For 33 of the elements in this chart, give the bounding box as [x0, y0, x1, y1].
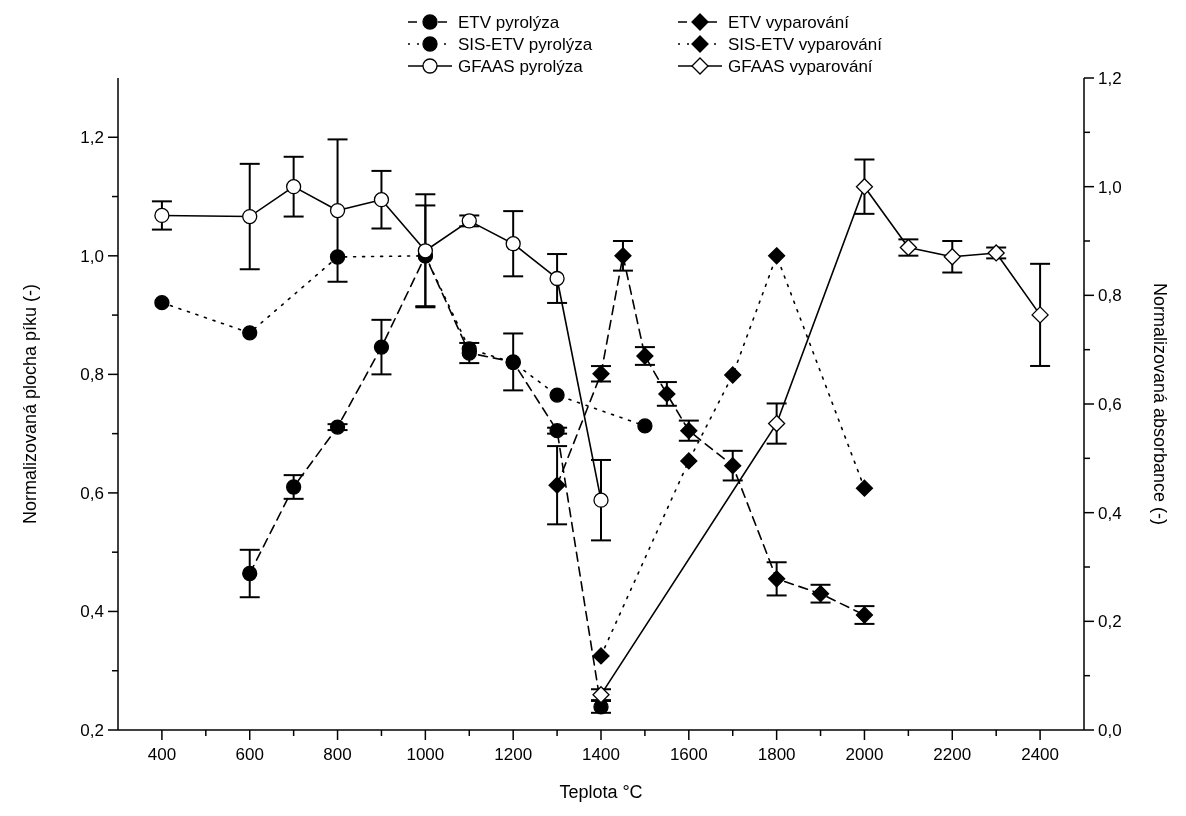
y2-axis-title: Normalizovaná absorbance (-) — [1150, 282, 1170, 526]
y2-tick-label: 0,6 — [1098, 395, 1122, 414]
y2-tick-label: 0,8 — [1098, 286, 1122, 306]
y-axis-title: Normalizovaná plocha píku (-) — [20, 283, 40, 525]
y-tick-label: 1,2 — [80, 128, 104, 148]
x-tick-label: 2400 — [1021, 745, 1060, 764]
legend-label: ETV vyparování — [728, 13, 850, 32]
y2-tick-label: 0,4 — [1098, 503, 1122, 523]
y2-tick-label: 1,0 — [1098, 177, 1122, 197]
x-tick-label: 800 — [323, 745, 352, 764]
x-tick-label: 1000 — [406, 745, 445, 764]
x-tick-label: 2000 — [845, 745, 884, 764]
x-tick-label: 1400 — [582, 745, 620, 764]
legend-label: ETV pyrolýza — [458, 13, 560, 32]
x-tick-label: 2200 — [933, 745, 972, 764]
y-tick-label: 1,0 — [80, 246, 104, 266]
x-tick-label: 1600 — [669, 745, 708, 764]
y-tick-label: 0,4 — [80, 602, 104, 622]
y2-tick-label: 0,2 — [1098, 612, 1122, 632]
y2-tick-label: 1,2 — [1098, 69, 1122, 88]
x-tick-label: 1800 — [757, 745, 796, 764]
legend-label: SIS-ETV pyrolýza — [458, 35, 593, 54]
legend-label: SIS-ETV vyparování — [728, 35, 883, 54]
y2-tick-label: 0,0 — [1098, 721, 1122, 740]
legend-label: GFAAS vyparování — [728, 57, 873, 76]
legend-label: GFAAS pyrolýza — [458, 57, 584, 76]
x-tick-label: 1200 — [494, 745, 533, 764]
y-tick-label: 0,6 — [80, 483, 104, 503]
x-tick-label: 600 — [235, 745, 264, 764]
y-tick-label: 0,8 — [80, 365, 104, 385]
y-tick-label: 0,2 — [80, 721, 104, 740]
x-tick-label: 400 — [147, 745, 177, 764]
x-axis-title: Teplota °C — [559, 782, 643, 802]
